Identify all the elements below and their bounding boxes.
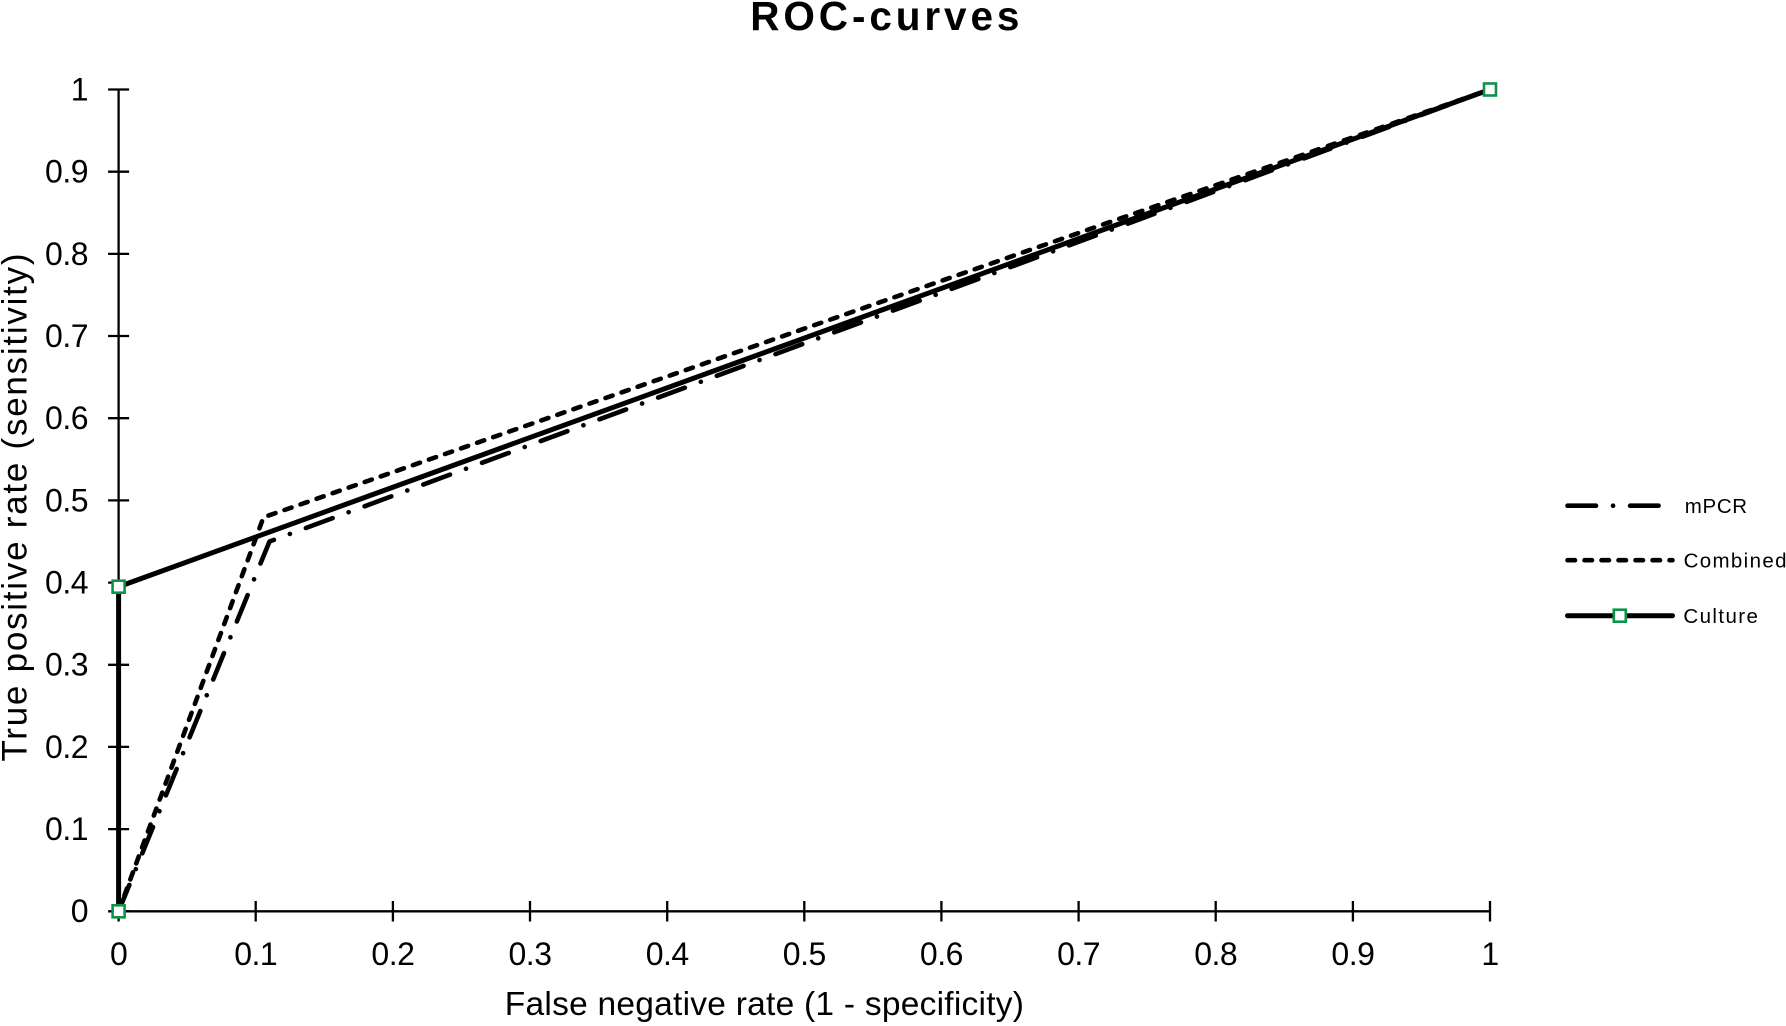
svg-text:0.8: 0.8 (45, 236, 88, 272)
svg-text:0: 0 (110, 936, 127, 972)
svg-text:0.7: 0.7 (1057, 936, 1100, 972)
svg-text:0.7: 0.7 (45, 318, 88, 354)
svg-text:0.1: 0.1 (234, 936, 277, 972)
svg-text:0.2: 0.2 (371, 936, 414, 972)
svg-text:0.8: 0.8 (1194, 936, 1237, 972)
svg-text:False negative rate (1 - speci: False negative rate (1 - specificity) (505, 986, 1024, 1023)
svg-text:mPCR: mPCR (1685, 495, 1748, 518)
svg-text:0.3: 0.3 (45, 647, 88, 683)
svg-text:Combined: Combined (1684, 550, 1786, 573)
svg-text:0.9: 0.9 (1331, 936, 1374, 972)
svg-text:0.6: 0.6 (920, 936, 963, 972)
svg-text:0: 0 (71, 893, 88, 929)
svg-text:True positive rate (sensitivit: True positive rate (sensitivity) (0, 252, 35, 762)
svg-text:Culture: Culture (1683, 605, 1759, 628)
svg-text:0.6: 0.6 (45, 400, 88, 436)
svg-text:1: 1 (1481, 936, 1498, 972)
svg-text:1: 1 (71, 71, 88, 107)
svg-text:0.9: 0.9 (45, 154, 88, 190)
svg-text:0.1: 0.1 (45, 811, 88, 847)
svg-text:0.3: 0.3 (509, 936, 552, 972)
svg-text:0.5: 0.5 (45, 482, 88, 518)
svg-text:0.2: 0.2 (45, 729, 88, 765)
svg-text:ROC-curves: ROC-curves (750, 0, 1023, 39)
svg-text:0.4: 0.4 (646, 936, 689, 972)
svg-text:0.5: 0.5 (783, 936, 826, 972)
svg-text:0.4: 0.4 (45, 565, 88, 601)
